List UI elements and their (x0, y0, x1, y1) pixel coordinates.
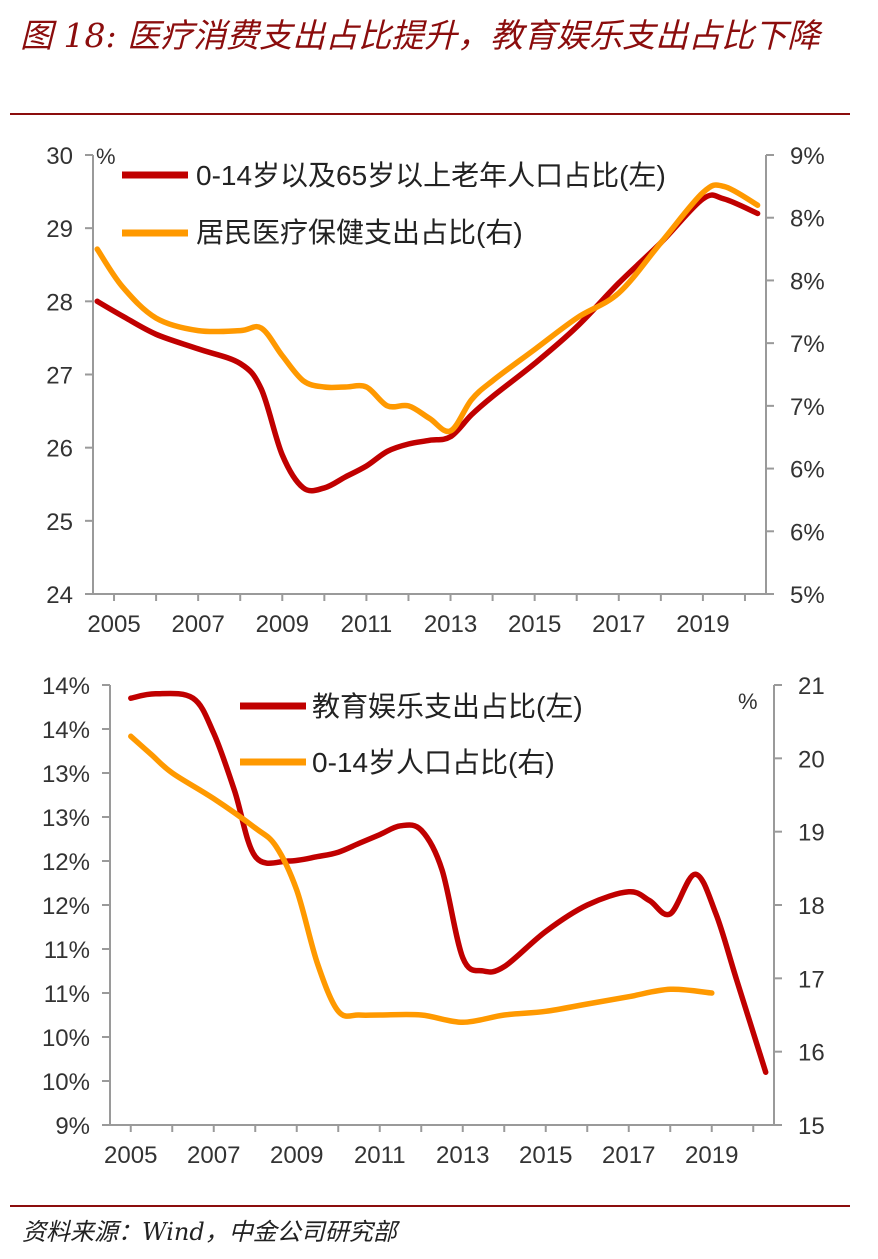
right-tick-label: 8% (790, 268, 825, 295)
left-tick-label: 24 (46, 582, 73, 609)
chart-2-education-vs-children: 9% 10% 10% 11% 11% 12% 12% 13% 13% 14% 14% 15 16 17 1… (42, 673, 825, 1169)
series-line-2 (128, 733, 715, 1026)
x-tick-label: 2013 (424, 611, 477, 638)
legend: 教育娱乐支出占比(左) 0-14岁人口占比(右) (240, 691, 583, 778)
x-tick-label: 2017 (602, 1142, 655, 1169)
source-note: 资料来源：Wind，中金公司研究部 (22, 1218, 397, 1246)
series-line-2 (94, 182, 761, 435)
left-tick-label: 12% (42, 849, 90, 876)
left-tick-label: 9% (55, 1113, 90, 1140)
right-tick-label: 21 (798, 673, 825, 700)
chart-1-health-vs-dependency: 24 25 26 27 28 29 30 5% 6% 6% 7% 7% 8% 8% 9% 2005 2007… (46, 143, 825, 638)
left-tick-label: 12% (42, 893, 90, 920)
legend-label-series-2: 0-14岁人口占比(右) (312, 747, 555, 778)
x-tick-label: 2011 (354, 1142, 406, 1169)
left-tick-label: 11% (44, 981, 90, 1008)
left-tick-label: 14% (42, 673, 90, 700)
x-tick-label: 2019 (676, 611, 729, 638)
x-tick-label: 2007 (171, 611, 224, 638)
left-tick-label: 26 (46, 436, 73, 463)
source-rule (10, 1205, 850, 1207)
right-axis-unit: % (738, 689, 758, 714)
right-tick-label: 6% (790, 457, 825, 484)
right-tick-label: 19 (798, 820, 825, 847)
series-line-1 (128, 690, 769, 1075)
x-tick-label: 2011 (341, 611, 393, 638)
right-tick-label: 8% (790, 206, 825, 233)
left-tick-label: 11% (44, 937, 90, 964)
left-tick-label: 10% (42, 1025, 90, 1052)
x-tick-label: 2005 (87, 611, 140, 638)
x-tick-label: 2009 (270, 1142, 323, 1169)
x-tick-label: 2017 (592, 611, 645, 638)
right-tick-label: 5% (790, 582, 825, 609)
right-tick-label: 6% (790, 519, 825, 546)
right-tick-label: 7% (790, 394, 825, 421)
left-tick-label: 30 (46, 143, 73, 170)
legend-label-series-1: 0-14岁以及65岁以上老年人口占比(左) (196, 160, 666, 191)
left-tick-label: 10% (42, 1069, 90, 1096)
x-tick-label: 2013 (436, 1142, 489, 1169)
right-tick-label: 20 (798, 746, 825, 773)
right-tick-label: 17 (798, 966, 825, 993)
left-tick-label: 28 (46, 289, 73, 316)
legend: 0-14岁以及65岁以上老年人口占比(左) 居民医疗保健支出占比(右) (122, 160, 666, 248)
right-tick-label: 16 (798, 1040, 825, 1067)
left-tick-label: 25 (46, 509, 73, 536)
legend-label-series-2: 居民医疗保健支出占比(右) (196, 217, 523, 248)
right-tick-label: 18 (798, 893, 825, 920)
series-line-1 (94, 192, 761, 494)
left-tick-label: 13% (42, 761, 90, 788)
x-tick-label: 2009 (256, 611, 309, 638)
title-rule (10, 113, 850, 115)
x-tick-label: 2015 (508, 611, 561, 638)
left-tick-label: 27 (46, 363, 73, 390)
right-tick-label: 15 (798, 1113, 825, 1140)
left-tick-label: 14% (42, 717, 90, 744)
right-tick-label: 9% (790, 143, 825, 170)
left-tick-label: 29 (46, 216, 73, 243)
x-tick-label: 2005 (104, 1142, 157, 1169)
right-tick-label: 7% (790, 331, 825, 358)
left-tick-label: 13% (42, 805, 90, 832)
x-tick-label: 2019 (685, 1142, 738, 1169)
figure-title: 图 18: 医疗消费支出占比提升，教育娱乐支出占比下降 (20, 16, 821, 55)
legend-label-series-1: 教育娱乐支出占比(左) (312, 691, 583, 722)
x-tick-label: 2007 (187, 1142, 240, 1169)
left-axis-unit: % (96, 144, 116, 169)
x-tick-label: 2015 (519, 1142, 572, 1169)
